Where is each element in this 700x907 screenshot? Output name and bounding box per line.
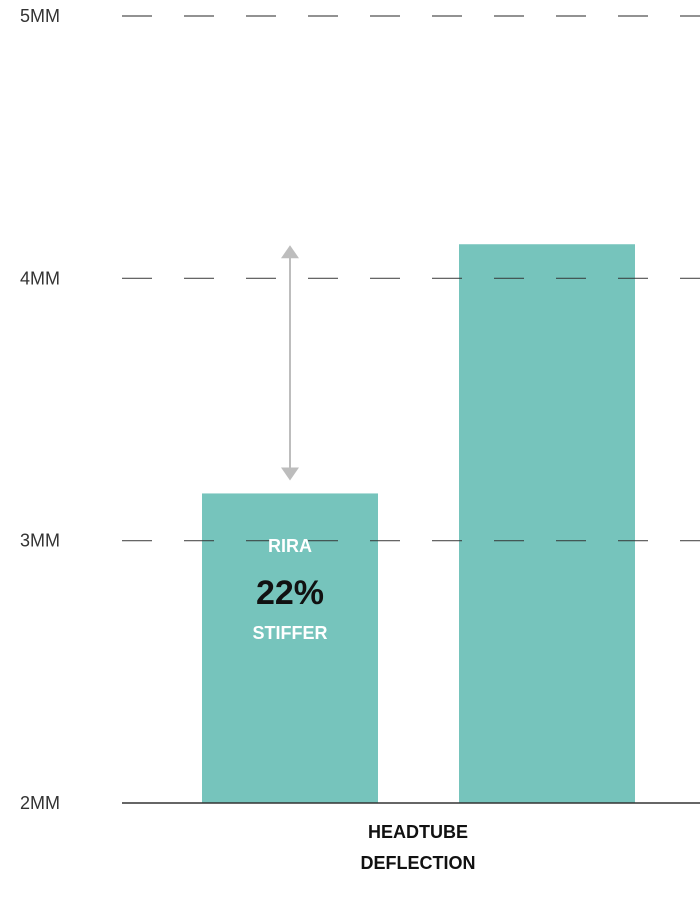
x-axis-label-line-1: HEADTUBE	[368, 822, 468, 842]
annotation-sub: STIFFER	[253, 623, 328, 643]
arrow-head-down	[281, 467, 299, 481]
x-axis-label-line-2: DEFLECTION	[361, 853, 476, 873]
bar-2	[459, 244, 635, 804]
difference-arrow	[281, 245, 299, 481]
y-tick-label: 3MM	[20, 531, 60, 551]
y-axis-ticks: 5MM 4MM 3MM 2MM	[20, 6, 60, 813]
y-tick-label: 5MM	[20, 6, 60, 26]
gridlines	[122, 15, 700, 804]
y-tick-label: 4MM	[20, 268, 60, 288]
bars	[202, 244, 635, 804]
bar-1	[202, 493, 378, 803]
annotation-name: RIRA	[268, 536, 312, 556]
arrow-head-up	[281, 245, 299, 259]
annotation-value: 22%	[256, 574, 324, 612]
y-tick-label: 2MM	[20, 793, 60, 813]
